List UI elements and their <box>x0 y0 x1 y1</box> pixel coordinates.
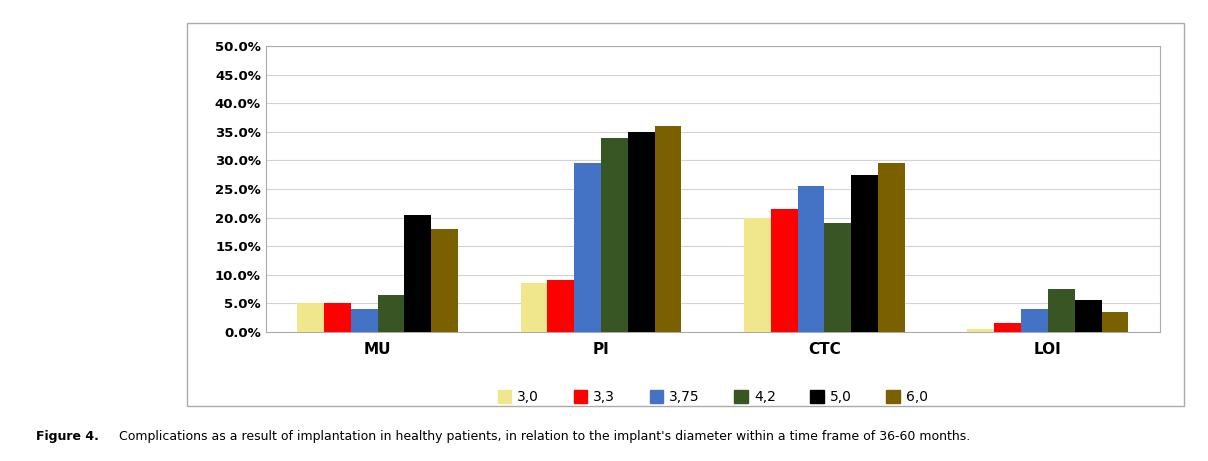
Bar <box>994 323 1021 332</box>
Text: Figure 4.: Figure 4. <box>36 430 99 443</box>
Bar <box>350 309 377 332</box>
Bar <box>324 303 350 332</box>
Bar <box>824 223 852 332</box>
Bar <box>968 329 994 332</box>
Bar <box>878 163 905 332</box>
Bar <box>431 229 458 332</box>
Bar <box>744 218 771 332</box>
Legend: 3,0, 3,3, 3,75, 4,2, 5,0, 6,0: 3,0, 3,3, 3,75, 4,2, 5,0, 6,0 <box>498 390 928 404</box>
Bar <box>628 132 655 332</box>
Bar <box>655 126 681 332</box>
Bar <box>521 284 547 332</box>
Bar <box>1102 312 1128 332</box>
Text: Complications as a result of implantation in healthy patients, in relation to th: Complications as a result of implantatio… <box>115 430 970 443</box>
Bar <box>602 137 628 332</box>
Bar <box>547 280 574 332</box>
Bar <box>797 186 824 332</box>
Bar <box>405 215 431 332</box>
Bar <box>1049 289 1075 332</box>
Bar <box>377 295 405 332</box>
Bar <box>574 163 600 332</box>
Bar <box>771 209 797 332</box>
Bar <box>1075 301 1102 332</box>
Bar <box>1021 309 1049 332</box>
Bar <box>297 303 324 332</box>
Bar <box>852 175 878 332</box>
